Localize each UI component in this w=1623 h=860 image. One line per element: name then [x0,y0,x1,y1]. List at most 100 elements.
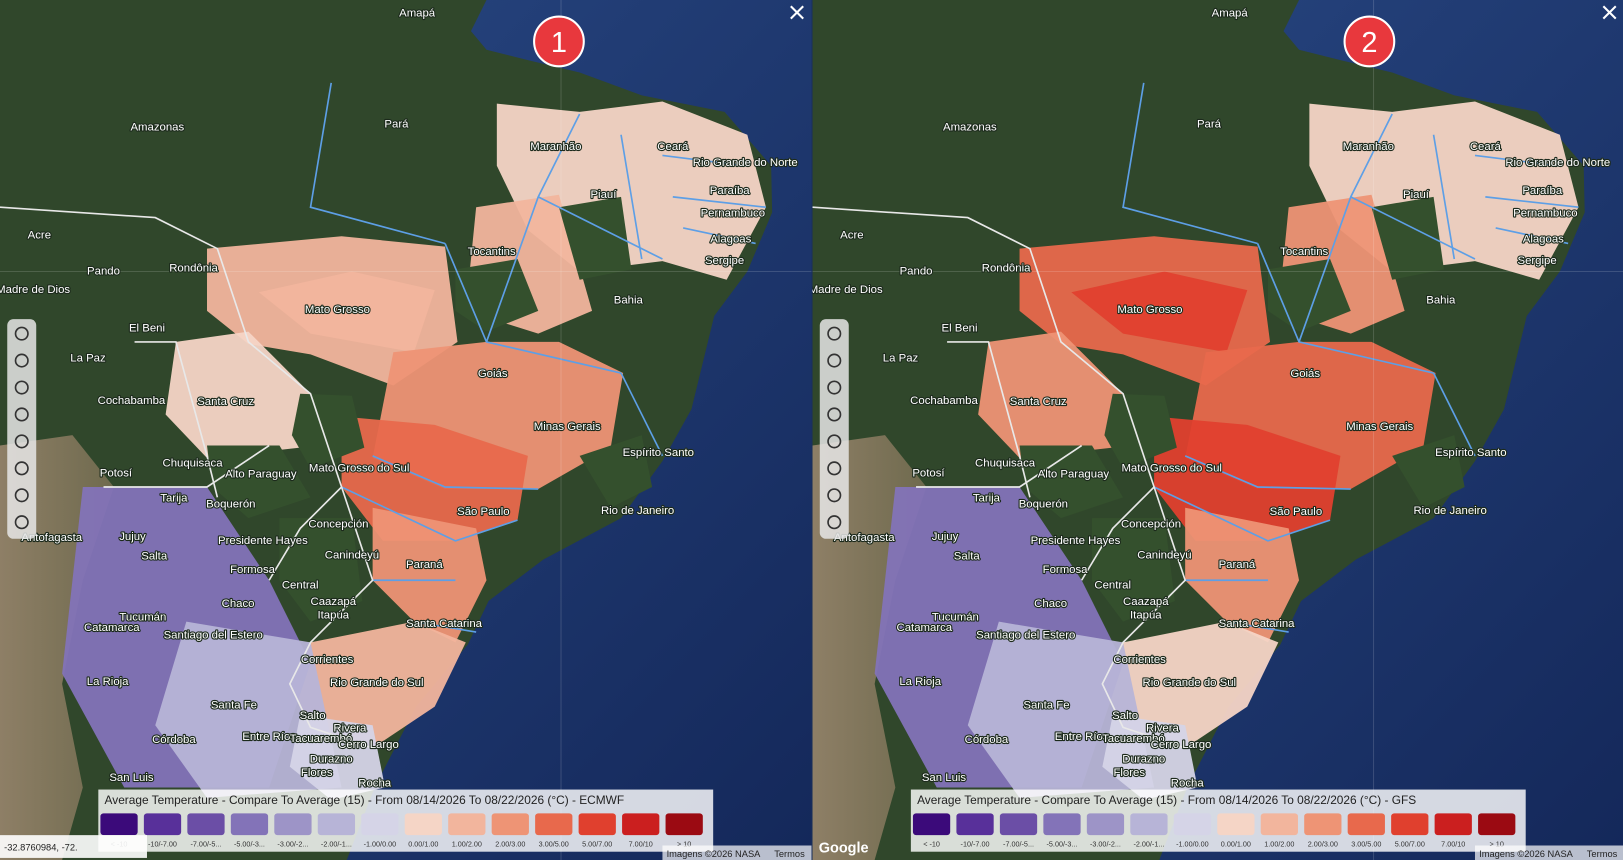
layers-button[interactable] [827,326,842,341]
gps-button[interactable] [14,488,29,503]
legend-label: -7.00/-5... [191,840,222,849]
place-label: Salta [141,551,168,563]
terms-link[interactable]: Termos [774,849,805,859]
state-border [620,372,664,457]
locate-button[interactable] [14,407,29,422]
place-label: Tarija [973,492,1001,504]
panel-badge-number: 1 [551,27,567,59]
forest-patch [1104,393,1177,469]
zoom-in-button[interactable] [14,353,29,368]
close-button[interactable] [790,5,804,20]
measure-button[interactable] [827,461,842,476]
place-label: La Rioja [87,676,129,688]
legend-label: -5.00/-3... [1047,840,1078,849]
place-label: Presidente Hayes [1031,535,1121,547]
state-border [1485,196,1579,209]
place-label: Pernambuco [701,208,765,220]
place-label: Potosí [912,468,945,480]
legend-swatch [1130,813,1168,836]
place-label: Santa Catarina [1219,618,1296,630]
map-toolbar [7,319,37,539]
locate-button[interactable] [827,407,842,422]
legend-swatch [535,813,573,836]
coordinates: -32.8760984, -72. [4,843,77,853]
place-label: Bahia [1426,295,1456,307]
place-label: Chuquisaca [163,457,224,469]
forest-patch [579,435,653,508]
locate-icon [827,407,842,422]
place-label: Boquerón [206,499,255,511]
zoom-out-icon [827,380,842,395]
zoom-out-button[interactable] [827,380,842,395]
state-border [1495,227,1569,245]
legend-swatch [1043,813,1081,836]
legend-label: 1.00/2.00 [452,840,482,849]
attribution: Imagens ©2026 NASA [667,849,762,859]
place-label: Rondônia [169,262,218,274]
place-label: Amazonas [130,122,184,134]
place-label: Santa Cruz [197,396,254,408]
legend-swatch [999,813,1038,836]
place-label: Formosa [1043,564,1089,576]
place-label: Sergipe [705,255,744,267]
anomaly-region [258,271,435,353]
place-label: Pará [1197,118,1222,130]
place-label: Entre Ríos [242,731,296,743]
place-label: Antofagasta [834,532,895,544]
close-button[interactable] [1602,5,1617,20]
place-label: Ceará [657,141,689,153]
place-label: Caazapá [1123,596,1169,608]
place-label: Rio Grande do Sul [330,677,424,689]
legend-swatch [143,813,182,836]
place-label: Espírito Santo [1435,447,1506,459]
legend-label: 1.00/2.00 [1264,840,1294,849]
legend-label: 3.00/5.00 [539,840,569,849]
place-label: Boquerón [1019,499,1068,511]
state-border [372,455,539,490]
place-label: Corrientes [301,654,354,666]
place-label: Jujuy [932,531,959,543]
measure-button[interactable] [14,461,29,476]
search-button[interactable] [14,434,29,449]
state-border [309,82,446,245]
layers-button[interactable] [14,326,29,341]
place-label: Goiás [1290,368,1320,380]
draw-button[interactable] [827,515,842,530]
legend-swatch [187,813,225,836]
place-label: Tucumán [932,612,979,624]
draw-button[interactable] [14,515,29,530]
place-label: Rio Grande do Norte [693,157,798,169]
forest-patch [207,445,311,519]
place-label: Paraíba [710,185,750,197]
place-label: Corrientes [1113,654,1166,666]
place-label: Bahia [614,295,644,307]
place-label: Cerro Largo [338,739,399,751]
legend-label: -2.00/-1... [1133,840,1164,849]
legend-swatch [578,813,616,836]
terms-link[interactable]: Termos [1587,849,1618,859]
place-label: Salta [954,551,981,563]
place-label: Espírito Santo [623,447,694,459]
place-label: Chuquisaca [975,457,1036,469]
place-label: Paraná [1219,559,1256,571]
legend-swatch [912,813,951,836]
place-label: Tacuarembó [1102,733,1165,745]
legend-swatch [448,813,486,836]
legend-swatch [1304,813,1342,836]
legend-swatch [230,813,269,836]
legend-label: 5.00/7.00 [1395,840,1425,849]
zoom-out-button[interactable] [14,380,29,395]
place-label: Durazno [310,754,353,766]
search-button[interactable] [827,434,842,449]
place-label: Paraíba [1522,185,1562,197]
place-label: La Paz [70,353,106,365]
state-border [1184,455,1351,490]
legend-label: 2.00/3.00 [495,840,525,849]
legend-label: < -10 [923,840,940,849]
gps-button[interactable] [827,488,842,503]
draw-icon [14,515,29,530]
place-label: Canindeyú [1137,549,1191,561]
zoom-in-icon [14,353,29,368]
zoom-in-button[interactable] [827,353,842,368]
